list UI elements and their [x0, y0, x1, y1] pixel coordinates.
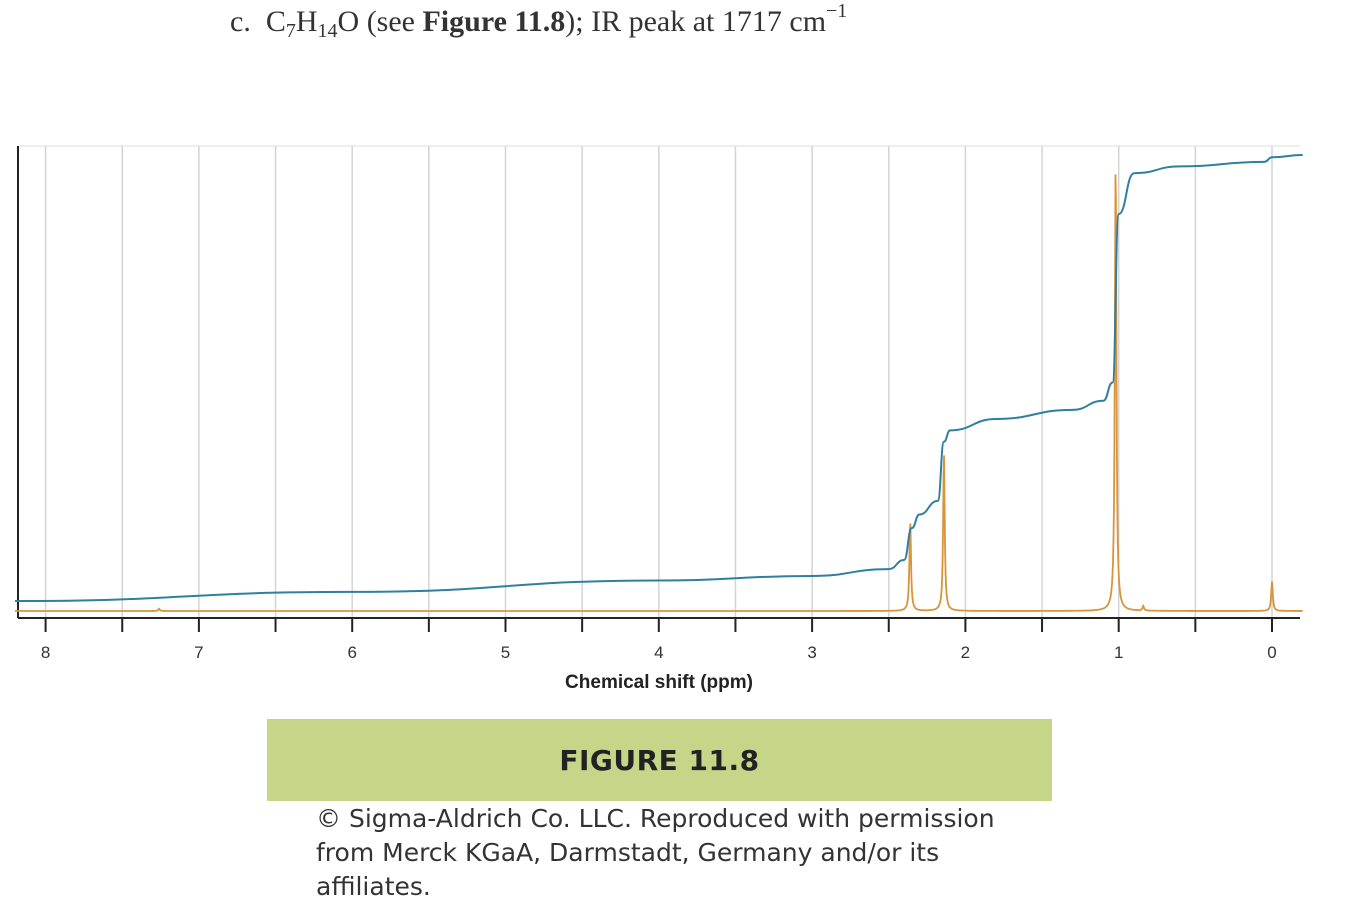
- grid-lines: [18, 145, 1300, 618]
- x-axis-label: Chemical shift (ppm): [565, 672, 753, 693]
- x-tick-label: 0: [1267, 643, 1276, 662]
- x-tick-label: 2: [961, 643, 970, 662]
- x-tick-label: 3: [807, 643, 816, 662]
- x-tick-label: 7: [194, 643, 203, 662]
- question-text: c. C7H14O (see Figure 11.8); IR peak at …: [230, 0, 848, 42]
- x-tick-label: 5: [501, 643, 510, 662]
- spectrum-trace: [14, 174, 1303, 612]
- x-tick-label: 6: [347, 643, 356, 662]
- nmr-spectrum-chart: 8 7 6 5 4 3 2 1 0 Chemical shift (ppm): [14, 145, 1303, 693]
- question-label: c.: [230, 5, 251, 38]
- x-tick-label: 8: [41, 643, 50, 662]
- see-close: );: [565, 5, 584, 38]
- figure-caption-title: FIGURE 11.8: [559, 743, 760, 777]
- molecular-formula: C7H14O: [265, 5, 360, 42]
- figure-credit: © Sigma-Aldrich Co. LLC. Reproduced with…: [316, 804, 995, 901]
- x-tick-label: 1: [1114, 643, 1123, 662]
- figure-caption-box: FIGURE 11.8: [267, 719, 1052, 801]
- x-ticks: 8 7 6 5 4 3 2 1 0: [41, 618, 1277, 662]
- x-tick-label: 4: [654, 643, 663, 662]
- see-open: (see: [366, 5, 423, 38]
- ir-peak-text: IR peak at 1717 cm−1: [591, 0, 848, 38]
- figure-reference: Figure 11.8: [422, 5, 566, 38]
- series: [14, 154, 1303, 612]
